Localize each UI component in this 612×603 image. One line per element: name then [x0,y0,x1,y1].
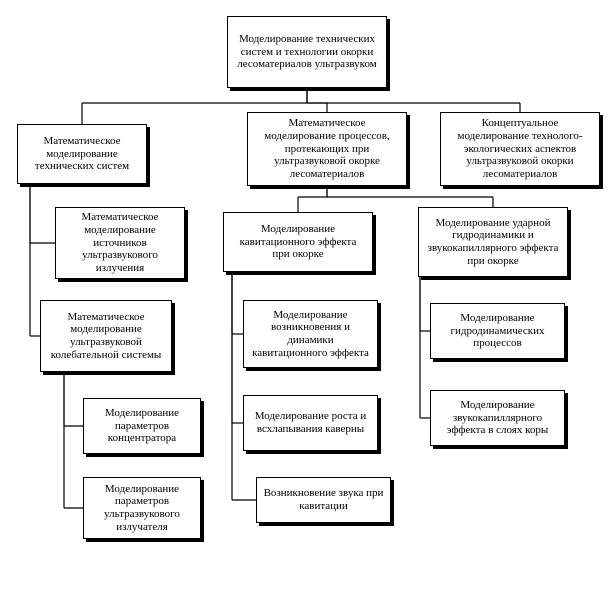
node-label: Математическое моделирование технических… [24,135,140,173]
node-a22: Моделирование параметров ультразвукового… [83,477,201,539]
node-b11: Моделирование возникновения и динамики к… [243,300,378,368]
diagram-canvas: Моделирование технических систем и техно… [0,0,612,603]
node-root: Моделирование технических систем и техно… [227,16,387,88]
node-label: Моделирование параметров ультразвукового… [90,483,194,534]
node-a: Математическое моделирование технических… [17,124,147,184]
node-b12: Моделирование роста и всхлапывания кавер… [243,395,378,451]
node-b21: Моделирование гидродинамических процессо… [430,303,565,359]
node-label: Моделирование параметров концентратора [90,407,194,445]
node-b22: Моделирование звукокапиллярного эффекта … [430,390,565,446]
node-label: Моделирование кавитационного эффекта при… [230,223,366,261]
node-a2: Математическое моделирование ультразвуко… [40,300,172,372]
node-label: Математическое моделирование источников … [62,211,178,274]
node-label: Моделирование гидродинамических процессо… [437,312,558,350]
node-b1: Моделирование кавитационного эффекта при… [223,212,373,272]
node-label: Моделирование звукокапиллярного эффекта … [437,399,558,437]
node-label: Моделирование возникновения и динамики к… [250,309,371,360]
node-label: Моделирование ударной гидродинамики и зв… [425,217,561,268]
node-label: Возникновение звука при кавитации [263,487,384,512]
node-b: Математическое моделирование процессов, … [247,112,407,186]
node-label: Моделирование технических систем и техно… [234,33,380,71]
node-label: Математическое моделирование процессов, … [254,117,400,180]
node-label: Моделирование роста и всхлапывания кавер… [250,410,371,435]
node-c: Концептуальное моделирование технолого-э… [440,112,600,186]
node-b2: Моделирование ударной гидродинамики и зв… [418,207,568,277]
node-label: Математическое моделирование ультразвуко… [47,311,165,362]
node-b13: Возникновение звука при кавитации [256,477,391,523]
node-a1: Математическое моделирование источников … [55,207,185,279]
node-label: Концептуальное моделирование технолого-э… [447,117,593,180]
node-a21: Моделирование параметров концентратора [83,398,201,454]
